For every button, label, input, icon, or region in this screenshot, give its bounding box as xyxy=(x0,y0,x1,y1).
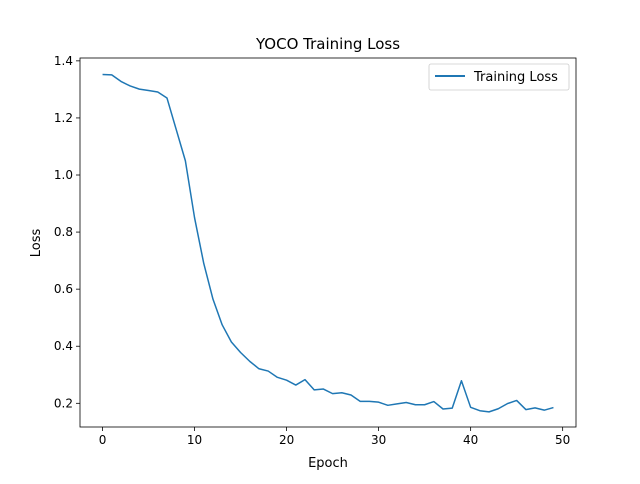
data-point xyxy=(157,91,159,93)
data-point xyxy=(120,81,122,83)
series-line-training-loss xyxy=(102,73,554,413)
chart-title: YOCO Training Loss xyxy=(255,35,400,53)
data-point xyxy=(139,88,141,90)
x-tick-label: 30 xyxy=(371,433,386,447)
data-point xyxy=(148,90,150,92)
y-tick-label: 1.2 xyxy=(54,111,73,125)
data-point xyxy=(497,408,499,410)
data-point xyxy=(175,129,177,131)
y-tick-label: 0.2 xyxy=(54,396,73,410)
data-point xyxy=(405,402,407,404)
data-point xyxy=(479,410,481,412)
data-point xyxy=(166,97,168,99)
data-point xyxy=(185,160,187,162)
x-tick-label: 0 xyxy=(99,433,107,447)
data-point xyxy=(111,74,113,76)
data-point xyxy=(277,377,279,379)
plot-area xyxy=(80,58,576,427)
x-tick-label: 40 xyxy=(463,433,478,447)
data-point xyxy=(525,409,527,411)
plot-frame xyxy=(79,57,577,428)
data-point xyxy=(258,368,260,370)
data-point xyxy=(534,407,536,409)
legend-box xyxy=(428,63,570,91)
data-point xyxy=(516,400,518,402)
data-point xyxy=(369,401,371,403)
y-tick-label: 0.6 xyxy=(54,282,73,296)
data-point xyxy=(470,407,472,409)
data-point xyxy=(212,298,214,300)
y-axis-label: Loss xyxy=(29,229,44,258)
data-point xyxy=(129,85,131,87)
legend: Training Loss xyxy=(428,63,570,91)
data-point xyxy=(461,380,463,382)
data-point xyxy=(415,404,417,406)
data-point xyxy=(433,401,435,403)
data-point xyxy=(553,407,555,409)
data-point xyxy=(221,324,223,326)
data-point xyxy=(231,341,233,343)
data-point xyxy=(387,405,389,407)
x-tick-label: 50 xyxy=(555,433,570,447)
legend-label: Training Loss xyxy=(473,70,558,85)
y-tick-label: 1.4 xyxy=(54,54,73,68)
data-point xyxy=(332,393,334,395)
x-axis-label: Epoch xyxy=(308,456,348,471)
data-point xyxy=(507,403,509,405)
data-point xyxy=(286,379,288,381)
y-tick-label: 0.8 xyxy=(54,225,73,239)
data-point xyxy=(249,361,251,363)
data-point xyxy=(359,401,361,403)
data-point xyxy=(304,379,306,381)
data-point xyxy=(240,352,242,354)
data-point xyxy=(378,401,380,403)
data-point xyxy=(313,389,315,391)
data-point xyxy=(102,74,104,76)
data-point xyxy=(203,263,205,265)
data-point xyxy=(396,403,398,405)
data-point xyxy=(442,408,444,410)
data-point xyxy=(350,394,352,396)
y-tick-label: 0.4 xyxy=(54,339,73,353)
series-layer xyxy=(102,73,555,413)
data-point xyxy=(194,217,196,219)
axis-ticks: 0 10 20 30 40 50 0.2 0.4 0.6 0.8 1.0 1.2 1.4 xyxy=(54,54,570,447)
data-point xyxy=(543,409,545,411)
x-tick-label: 10 xyxy=(187,433,202,447)
data-point xyxy=(323,388,325,390)
data-point xyxy=(424,404,426,406)
x-tick-label: 20 xyxy=(279,433,294,447)
data-point xyxy=(295,384,297,386)
data-point xyxy=(488,411,490,413)
data-point xyxy=(267,370,269,372)
y-tick-label: 1.0 xyxy=(54,168,73,182)
data-point xyxy=(341,392,343,394)
data-point xyxy=(451,407,453,409)
